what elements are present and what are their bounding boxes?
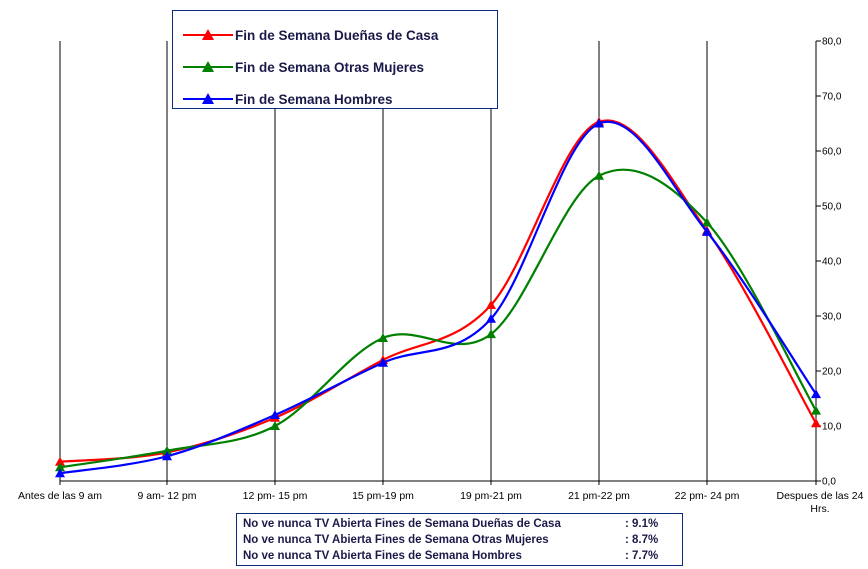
data-point-marker [811,405,821,415]
x-tick-label: 9 am- 12 pm [138,490,197,502]
y-tick-label: 20,0 [822,367,842,378]
x-tick-label: Antes de las 9 am [18,490,102,502]
note-row: No ve nunca TV Abierta Fines de Semana D… [243,516,676,532]
note-text: No ve nunca TV Abierta Fines de Semana D… [243,518,561,530]
data-point-marker [270,410,280,419]
note-text: No ve nunca TV Abierta Fines de Semana O… [243,534,549,546]
note-text: No ve nunca TV Abierta Fines de Semana H… [243,550,522,562]
x-tick-label: Hrs. [810,503,829,515]
note-row: No ve nunca TV Abierta Fines de Semana O… [243,532,676,548]
series-line [59,120,817,475]
data-point-marker [270,421,280,430]
series-line [59,119,817,463]
legend-item-hombres: Fin de Semana Hombres [183,89,393,109]
x-tick-label: 19 pm-21 pm [460,490,522,502]
data-point-marker [162,445,172,455]
data-point-marker [486,329,496,339]
data-point-marker [486,313,496,323]
legend-swatch-red [183,29,233,40]
data-point-marker [594,170,604,180]
x-tick-label: 12 pm- 15 pm [243,490,308,502]
legend-item-duenas: Fin de Semana Dueñas de Casa [183,25,438,45]
y-tick-label: 0,0 [822,477,836,488]
data-point-marker [55,462,65,472]
data-point-marker [702,217,712,227]
chart-legend: Fin de Semana Dueñas de Casa Fin de Sema… [172,10,498,109]
y-tick-label: 40,0 [822,257,842,268]
data-point-marker [594,118,604,128]
legend-label: Fin de Semana Dueñas de Casa [235,27,439,43]
data-point-marker [811,389,821,399]
y-tick-label: 10,0 [822,422,842,433]
note-value: : 7.7% [625,550,659,562]
data-point-marker [378,333,388,342]
data-point-marker [162,451,172,461]
y-tick-label: 80,0 [822,37,842,48]
legend-label: Fin de Semana Otras Mujeres [235,59,425,75]
legend-swatch-blue [183,93,233,104]
note-value: : 8.7% [625,534,659,546]
x-tick-label: 21 pm-22 pm [568,490,630,502]
legend-label: Fin de Semana Hombres [235,91,393,107]
note-value: : 9.1% [625,518,659,530]
note-row: No ve nunca TV Abierta Fines de Semana H… [243,548,676,564]
x-tick-label: Despues de las 24 [777,490,864,502]
data-point-marker [55,468,65,478]
data-point-marker [702,226,712,236]
x-tick-label: 22 pm- 24 pm [675,490,740,502]
series-line [59,168,817,469]
never-watch-note-box: No ve nunca TV Abierta Fines de Semana D… [236,513,683,566]
y-tick-label: 60,0 [822,147,842,158]
y-tick-label: 50,0 [822,202,842,213]
legend-item-otras-mujeres: Fin de Semana Otras Mujeres [183,57,424,77]
data-point-marker [486,300,496,309]
data-point-marker [378,357,388,367]
data-point-marker [55,456,65,466]
x-tick-label: 15 pm-19 pm [352,490,414,502]
data-point-marker [811,418,821,428]
y-tick-label: 70,0 [822,92,842,103]
legend-swatch-green [183,61,233,72]
y-tick-label: 30,0 [822,312,842,323]
